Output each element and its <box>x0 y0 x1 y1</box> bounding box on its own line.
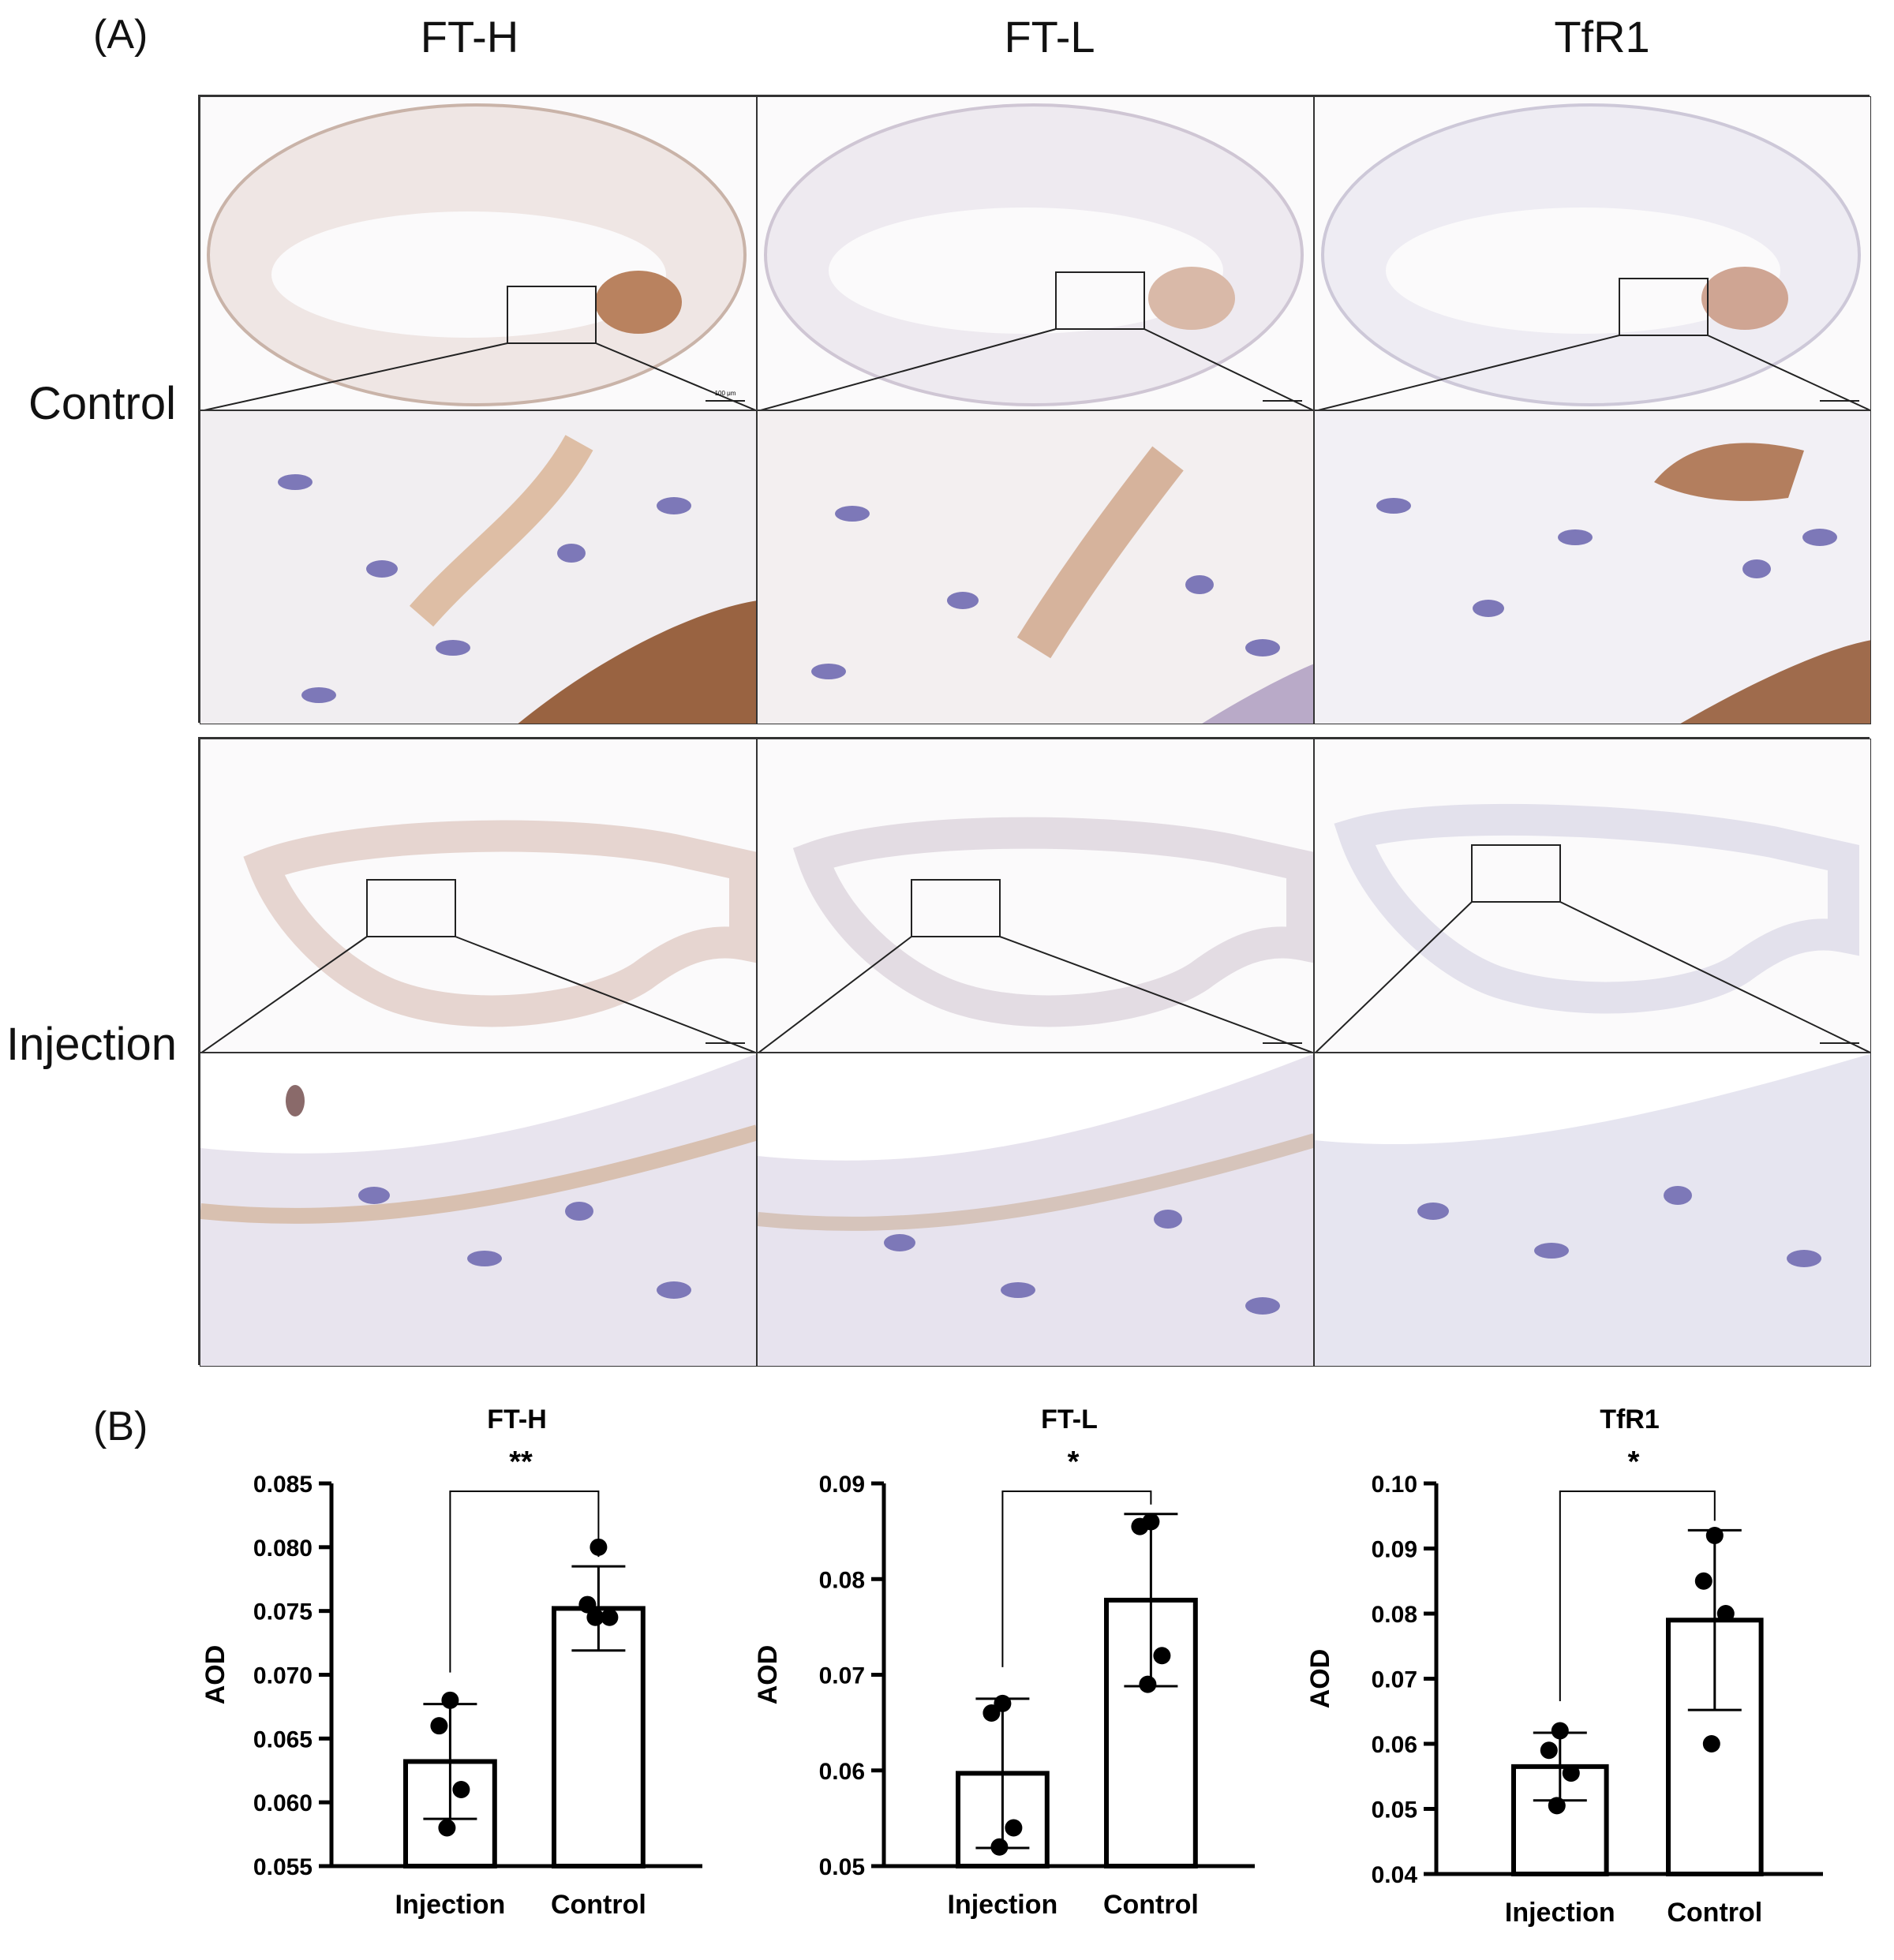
column-header-tfr1: TfR1 <box>1554 12 1650 62</box>
y-axis-label: AOD <box>200 1645 230 1705</box>
data-point <box>1702 1735 1720 1752</box>
injection-ft-h-overview <box>200 739 757 1053</box>
data-point <box>441 1691 459 1709</box>
significance-marker: ** <box>509 1446 533 1479</box>
data-point <box>1705 1527 1724 1544</box>
x-tick-label: Control <box>551 1890 646 1920</box>
row-label-control: Control <box>28 378 176 429</box>
control-ft-l-zoom <box>757 410 1314 724</box>
y-tick-label: 0.09 <box>819 1472 865 1498</box>
control-ft-l-overview <box>757 96 1314 410</box>
control-block: 100 μm <box>198 95 1871 724</box>
chart-title: TfR1 <box>1600 1405 1660 1434</box>
data-point <box>438 1819 456 1837</box>
data-point <box>1540 1741 1558 1760</box>
control-tfr1-overview <box>1314 96 1871 410</box>
data-point <box>586 1608 605 1626</box>
data-point <box>1551 1722 1569 1740</box>
y-tick-label: 0.04 <box>1372 1862 1418 1888</box>
y-tick-label: 0.080 <box>253 1535 313 1562</box>
panel-b-label: (B) <box>93 1404 148 1449</box>
data-point <box>1153 1647 1171 1665</box>
injection-tfr1-overview <box>1314 739 1871 1053</box>
y-tick-label: 0.075 <box>253 1599 313 1625</box>
control-ft-h-zoom <box>200 410 757 724</box>
data-point <box>578 1595 597 1614</box>
data-point <box>1548 1797 1566 1815</box>
control-tfr1-zoom <box>1314 410 1871 724</box>
y-tick-label: 0.07 <box>819 1663 865 1689</box>
injection-ft-l-zoom <box>757 1053 1314 1367</box>
micrograph-grid: 100 μm <box>198 95 1871 1367</box>
y-tick-label: 0.065 <box>253 1726 313 1752</box>
data-point <box>1562 1764 1580 1782</box>
row-label-injection: Injection <box>6 1019 178 1070</box>
significance-bracket <box>1559 1491 1716 1701</box>
y-tick-label: 0.08 <box>1372 1602 1417 1628</box>
y-tick-label: 0.055 <box>253 1854 313 1880</box>
scale-bar-label: 100 μm <box>715 390 736 397</box>
injection-ft-l-overview <box>757 739 1314 1053</box>
y-tick-label: 0.085 <box>253 1472 313 1498</box>
x-tick-label: Control <box>1103 1890 1199 1920</box>
y-tick-label: 0.09 <box>1372 1537 1417 1563</box>
column-header-ft-l: FT-L <box>1004 12 1095 62</box>
y-tick-label: 0.05 <box>1372 1797 1417 1823</box>
data-point <box>1694 1572 1712 1590</box>
x-tick-label: Injection <box>1505 1898 1615 1928</box>
injection-ft-h-zoom <box>200 1053 757 1367</box>
chart-ft-l: FT-L * 0.05 0.06 0.07 0.08 0.09 AOD Injection Con… <box>753 1405 1255 1920</box>
injection-tfr1-zoom <box>1314 1053 1871 1367</box>
significance-bracket <box>1001 1491 1152 1667</box>
chart-title: FT-H <box>487 1405 547 1434</box>
y-tick-label: 0.08 <box>819 1567 865 1593</box>
y-tick-label: 0.06 <box>819 1759 865 1785</box>
y-axis-label: AOD <box>753 1645 783 1705</box>
y-tick-label: 0.10 <box>1372 1472 1417 1498</box>
data-point <box>430 1717 448 1735</box>
chart-ft-h: FT-H ** 0.055 0.060 0.065 0.070 0.075 0.080 0.08… <box>200 1405 702 1920</box>
data-point <box>601 1608 619 1626</box>
y-tick-label: 0.07 <box>1372 1667 1417 1693</box>
data-point <box>983 1704 1001 1722</box>
injection-block <box>198 737 1871 1367</box>
y-tick-label: 0.060 <box>253 1790 313 1816</box>
x-tick-label: Injection <box>395 1890 506 1920</box>
data-point <box>452 1781 470 1798</box>
y-tick-label: 0.05 <box>819 1854 865 1880</box>
data-point <box>1139 1675 1157 1693</box>
chart-title: FT-L <box>1041 1405 1098 1434</box>
x-tick-label: Injection <box>948 1890 1058 1920</box>
chart-tfr1: TfR1 * 0.04 0.05 0.06 0.07 0.08 0.09 0.10 AOD Inje… <box>1305 1405 1823 1928</box>
y-axis-label: AOD <box>1305 1649 1335 1709</box>
y-tick-label: 0.070 <box>253 1663 313 1689</box>
column-header-ft-h: FT-H <box>420 12 519 62</box>
control-ft-h-overview: 100 μm <box>200 96 757 410</box>
significance-bracket <box>449 1491 600 1673</box>
data-point <box>990 1838 1009 1856</box>
significance-marker: * <box>1628 1446 1640 1479</box>
data-point <box>1131 1517 1149 1535</box>
y-tick-label: 0.06 <box>1372 1732 1417 1758</box>
data-point <box>1716 1605 1735 1622</box>
panel-a-label: (A) <box>93 12 148 58</box>
significance-marker: * <box>1068 1446 1080 1479</box>
data-point <box>1005 1819 1023 1837</box>
x-tick-label: Control <box>1667 1898 1762 1928</box>
